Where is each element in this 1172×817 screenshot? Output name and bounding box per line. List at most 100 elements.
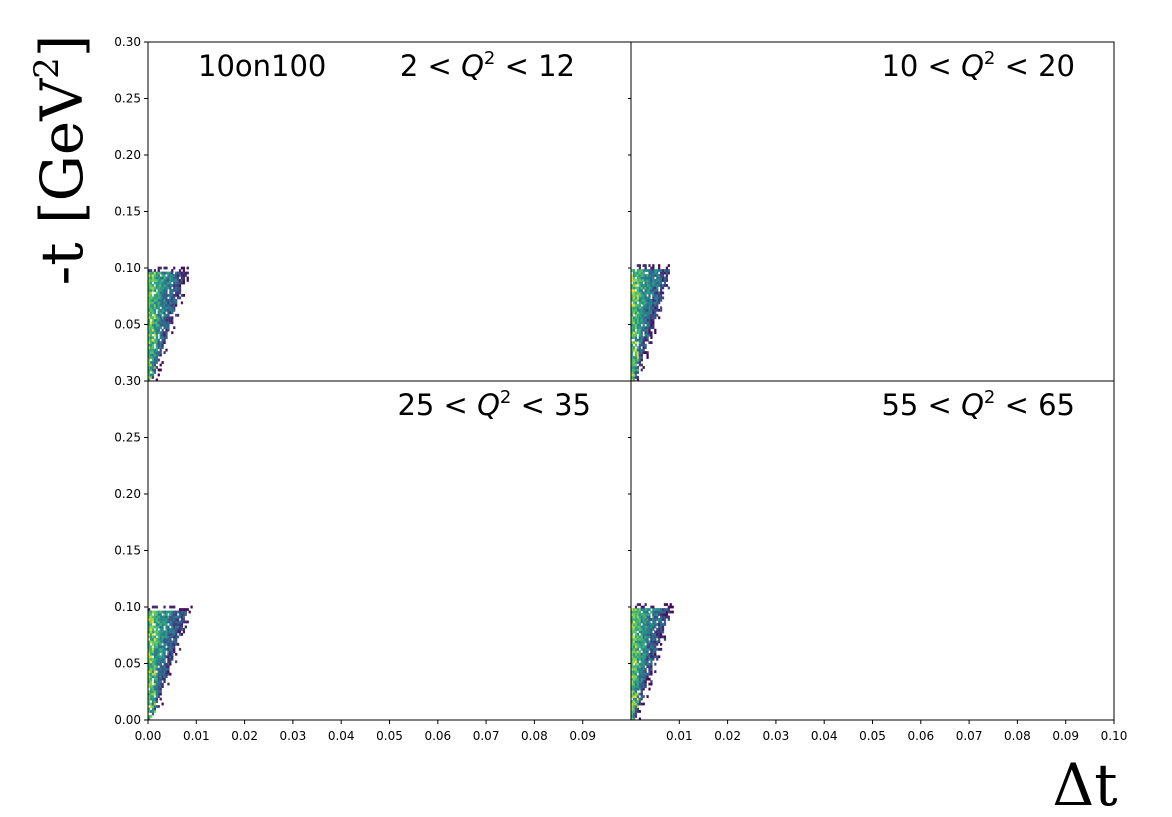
panel-label-pre: 2 < [400, 49, 461, 83]
heatmap-cell [184, 625, 187, 629]
heatmap-cell [644, 286, 647, 290]
heatmap-cell [642, 323, 645, 327]
heatmap-cell [175, 303, 178, 307]
heatmap-cell [161, 301, 164, 305]
heatmap-cell [171, 293, 174, 297]
heatmap-cell [654, 647, 657, 651]
heatmap-cell [175, 613, 178, 616]
heatmap-cell [178, 647, 182, 651]
heatmap-cells [631, 603, 674, 721]
heatmap-cell [632, 702, 636, 706]
heatmap-cell [648, 628, 651, 631]
heatmap-cell [167, 303, 170, 307]
heatmap-cell [652, 640, 655, 644]
heatmap-cell [173, 637, 176, 641]
heatmap-cell [631, 316, 634, 320]
heatmap-cell [163, 333, 166, 337]
heatmap-cell [167, 311, 170, 315]
heatmap-cell [173, 284, 176, 287]
heatmap-cell [634, 306, 638, 310]
heatmap-cell [634, 341, 638, 345]
heatmap-cell [155, 640, 158, 644]
heatmap-cell [153, 279, 157, 282]
heatmap-cell [151, 363, 155, 367]
heatmap-cell [632, 336, 636, 340]
heatmap-cell [640, 326, 643, 330]
heatmap-cell [151, 353, 155, 357]
heatmap-cell [169, 276, 172, 280]
heatmap-cell [180, 266, 184, 270]
heatmap-cell [636, 615, 640, 619]
heatmap-cell [659, 613, 663, 616]
heatmap-cell [654, 623, 657, 626]
heatmap-cell [169, 321, 172, 325]
heatmap-cell [636, 311, 640, 315]
heatmap-cell [650, 284, 653, 287]
heatmap-cell [178, 279, 182, 282]
heatmap-cell [151, 318, 155, 322]
heatmap-cell [159, 346, 162, 349]
heatmap-cell [159, 655, 162, 659]
q-symbol: Q [961, 49, 984, 83]
heatmap-cell [648, 326, 651, 330]
heatmap-cell [171, 274, 174, 277]
heatmap-cell [148, 289, 151, 292]
heatmap-cell [640, 672, 643, 676]
heatmap-cell [167, 321, 170, 325]
heatmap-cell [173, 615, 176, 619]
heatmap-cell [631, 700, 634, 703]
heatmap-cell [159, 343, 162, 347]
heatmap-cell [148, 341, 151, 345]
heatmap-cell [631, 333, 634, 337]
heatmap-cell [659, 618, 663, 621]
heatmap-cell [151, 670, 155, 674]
heatmap-cell [632, 613, 636, 616]
heatmap-cell [642, 605, 645, 609]
heatmap-cell [636, 366, 640, 369]
heatmap-cell [169, 660, 172, 664]
heatmap-cell [640, 645, 643, 649]
heatmap-cell [638, 301, 641, 305]
heatmap-cell [157, 623, 160, 626]
heatmap-cell [652, 610, 655, 614]
heatmap-cell [640, 353, 643, 357]
heatmap-cell [652, 608, 655, 611]
heatmap-cell [642, 615, 645, 619]
heatmap-cell [642, 687, 645, 691]
heatmap-cell [155, 695, 158, 698]
heatmap-cell [159, 682, 162, 686]
heatmap-cell [171, 318, 174, 322]
heatmap-cell [650, 635, 653, 639]
heatmap-cell [148, 328, 151, 332]
heatmap-cell [161, 361, 164, 364]
heatmap-cell [631, 672, 634, 676]
heatmap-cell [157, 685, 160, 688]
heatmap-cell [631, 647, 634, 651]
heatmap-cell [659, 630, 663, 634]
heatmap-cell [148, 700, 151, 703]
heatmap-cell [661, 635, 665, 639]
heatmap-cell [632, 373, 636, 377]
heatmap-cell [638, 697, 641, 701]
heatmap-cell [182, 630, 186, 634]
heatmap-cell [155, 692, 158, 696]
heatmap-cell [650, 274, 653, 277]
heatmap-cell [640, 276, 643, 280]
x-tick-label: 0.08 [1004, 729, 1031, 743]
heatmap-cell [153, 610, 157, 614]
heatmap-cell [149, 630, 153, 634]
heatmap-cell [638, 284, 641, 287]
heatmap-cell [161, 281, 164, 285]
heatmap-cell [159, 308, 162, 312]
heatmap-cell [155, 336, 158, 340]
heatmap-cell [656, 655, 659, 659]
heatmap-cell [159, 281, 162, 285]
heatmap-cell [151, 343, 155, 347]
heatmap-cell [155, 680, 158, 684]
heatmap-cell [632, 715, 636, 718]
heatmap-cell [153, 306, 157, 310]
heatmap-cell [636, 657, 640, 661]
heatmap-cell [165, 675, 168, 679]
x-tick-label: 0.07 [473, 729, 500, 743]
